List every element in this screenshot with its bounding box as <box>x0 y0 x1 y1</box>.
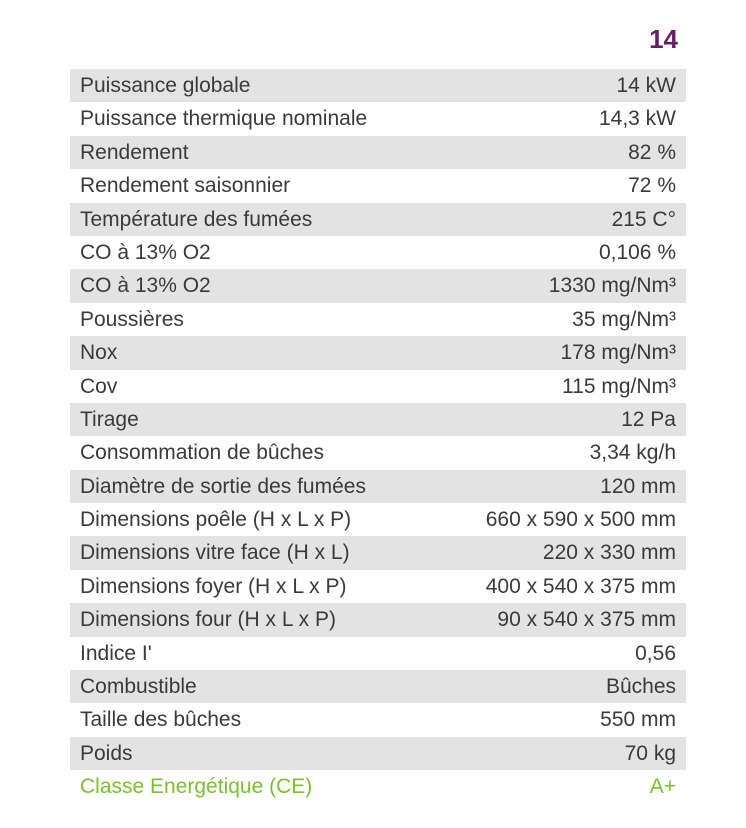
spec-label: Dimensions vitre face (H x L) <box>80 538 350 567</box>
spec-label: Nox <box>80 338 117 367</box>
spec-row: Combustible Bûches <box>70 670 686 703</box>
spec-value: 35 mg/Nm³ <box>572 305 676 334</box>
spec-row: Consommation de bûches 3,34 kg/h <box>70 436 686 469</box>
energy-class-value: A+ <box>650 772 676 801</box>
spec-label: Consommation de bûches <box>80 438 324 467</box>
spec-label: Taille des bûches <box>80 705 241 734</box>
spec-value: 12 Pa <box>621 405 676 434</box>
spec-value: 0,56 <box>635 639 676 668</box>
spec-row: Température des fumées 215 C° <box>70 203 686 236</box>
spec-value: 215 C° <box>612 205 676 234</box>
page-number: 14 <box>70 24 686 55</box>
spec-row: Poids 70 kg <box>70 737 686 770</box>
spec-value: 178 mg/Nm³ <box>560 338 676 367</box>
spec-row: CO à 13% O2 0,106 % <box>70 236 686 269</box>
spec-value: 660 x 590 x 500 mm <box>486 505 676 534</box>
spec-label: Poids <box>80 739 133 768</box>
spec-label: Rendement <box>80 138 189 167</box>
spec-value: 0,106 % <box>599 238 676 267</box>
spec-row: Dimensions vitre face (H x L) 220 x 330 m… <box>70 536 686 569</box>
spec-value: 550 mm <box>600 705 676 734</box>
energy-class-row: Classe Energétique (CE) A+ <box>70 770 686 803</box>
spec-label: CO à 13% O2 <box>80 238 211 267</box>
spec-value: 90 x 540 x 375 mm <box>497 605 676 634</box>
spec-label: Indice I' <box>80 639 152 668</box>
energy-class-label: Classe Energétique (CE) <box>80 772 312 801</box>
spec-row: Puissance globale 14 kW <box>70 69 686 102</box>
spec-sheet: 14 Puissance globale14 kWPuissance therm… <box>0 0 746 828</box>
spec-row: Puissance thermique nominale 14,3 kW <box>70 102 686 135</box>
spec-row: CO à 13% O2 1330 mg/Nm³ <box>70 269 686 302</box>
spec-label: Combustible <box>80 672 197 701</box>
spec-row: Cov 115 mg/Nm³ <box>70 370 686 403</box>
spec-value: 3,34 kg/h <box>590 438 676 467</box>
spec-label: Puissance globale <box>80 71 250 100</box>
spec-value: 70 kg <box>625 739 676 768</box>
spec-label: Dimensions four (H x L x P) <box>80 605 336 634</box>
spec-value: Bûches <box>606 672 676 701</box>
spec-row: Taille des bûches 550 mm <box>70 703 686 736</box>
spec-table: Puissance globale14 kWPuissance thermiqu… <box>70 69 686 770</box>
spec-row: Indice I' 0,56 <box>70 637 686 670</box>
spec-row: Nox 178 mg/Nm³ <box>70 336 686 369</box>
spec-value: 120 mm <box>600 472 676 501</box>
spec-row: Rendement 82 % <box>70 136 686 169</box>
spec-row: Tirage 12 Pa <box>70 403 686 436</box>
spec-row: Dimensions poêle (H x L x P) 660 x 590 x … <box>70 503 686 536</box>
spec-label: Puissance thermique nominale <box>80 104 367 133</box>
spec-value: 14 kW <box>616 71 676 100</box>
spec-label: Rendement saisonnier <box>80 171 290 200</box>
spec-row: Poussières 35 mg/Nm³ <box>70 303 686 336</box>
spec-row: Dimensions four (H x L x P) 90 x 540 x 37… <box>70 603 686 636</box>
spec-label: CO à 13% O2 <box>80 271 211 300</box>
spec-value: 14,3 kW <box>599 104 676 133</box>
spec-label: Dimensions foyer (H x L x P) <box>80 572 346 601</box>
spec-label: Cov <box>80 372 117 401</box>
spec-value: 82 % <box>628 138 676 167</box>
spec-value: 115 mg/Nm³ <box>562 372 676 401</box>
spec-row: Diamètre de sortie des fumées 120 mm <box>70 470 686 503</box>
spec-label: Dimensions poêle (H x L x P) <box>80 505 351 534</box>
spec-value: 72 % <box>628 171 676 200</box>
spec-value: 220 x 330 mm <box>543 538 676 567</box>
spec-row: Rendement saisonnier 72 % <box>70 169 686 202</box>
spec-label: Diamètre de sortie des fumées <box>80 472 366 501</box>
spec-label: Tirage <box>80 405 139 434</box>
spec-row: Dimensions foyer (H x L x P) 400 x 540 x … <box>70 570 686 603</box>
spec-label: Température des fumées <box>80 205 312 234</box>
spec-value: 1330 mg/Nm³ <box>549 271 676 300</box>
spec-label: Poussières <box>80 305 184 334</box>
spec-value: 400 x 540 x 375 mm <box>486 572 676 601</box>
